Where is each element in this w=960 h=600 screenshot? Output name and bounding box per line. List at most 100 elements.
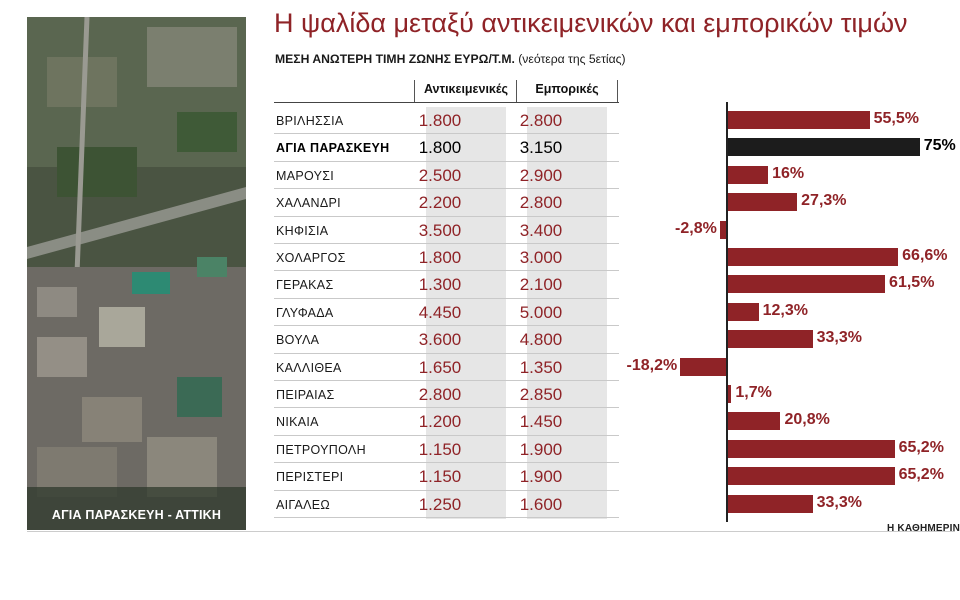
commercial-price: 1.350 — [519, 357, 563, 377]
objective-price: 2.200 — [418, 193, 462, 213]
table-row: ΜΑΡΟΥΣΙ 2.500 2.900 — [274, 162, 619, 189]
commercial-price: 2.850 — [519, 385, 563, 404]
commercial-price: 1.900 — [519, 467, 563, 487]
difference-label: 1,7% — [735, 384, 772, 401]
row-divider — [274, 270, 619, 272]
difference-bar — [727, 467, 895, 486]
row-divider — [274, 325, 619, 327]
objective-price: 2.500 — [418, 165, 462, 185]
difference-label: -18,2% — [626, 356, 678, 374]
difference-bar — [727, 138, 920, 157]
table-row: ΧΟΛΑΡΓΟΣ 1.800 3.000 — [274, 244, 619, 271]
area-name: ΓΛΥΦΑΔΑ — [276, 305, 334, 320]
difference-bar — [727, 494, 813, 513]
objective-price: 4.450 — [418, 302, 462, 322]
area-name: ΒΡΙΛΗΣΣΙΑ — [276, 114, 344, 128]
aerial-photo: ΑΓΙΑ ΠΑΡΑΣΚΕΥΗ - ΑΤΤΙΚΗ — [27, 17, 246, 530]
commercial-price: 1.450 — [519, 412, 563, 432]
objective-price: 1.150 — [418, 439, 462, 459]
objective-price: 3.500 — [418, 220, 462, 240]
difference-bar — [727, 330, 813, 349]
difference-bar — [680, 357, 727, 376]
commercial-price: 3.150 — [519, 138, 563, 158]
table-row: ΑΙΓΑΛΕΩ 1.250 1.600 — [274, 491, 619, 518]
chart-title: Η ψαλίδα μεταξύ αντικειμενικών και εμπορ… — [274, 8, 908, 38]
difference-label: 16% — [772, 164, 805, 182]
difference-label: 20,8% — [784, 411, 830, 429]
aerial-photo-illustration — [27, 17, 246, 530]
difference-bar — [727, 248, 899, 266]
zero-axis — [726, 102, 728, 522]
commercial-price: 2.800 — [519, 111, 563, 130]
area-name: ΝΙΚΑΙΑ — [276, 415, 319, 430]
difference-bar — [727, 275, 886, 294]
objective-price: 1.800 — [418, 138, 462, 158]
table-row: ΚΗΦΙΣΙΑ 3.500 3.400 — [274, 217, 619, 244]
area-name: ΠΕΤΡΟΥΠΟΛΗ — [276, 442, 366, 457]
chart-subtitle: ΜΕΣΗ ΑΝΩΤΕΡΗ ΤΙΜΗ ΖΩΝΗΣ ΕΥΡΩ/Τ.Μ. (νεότε… — [275, 52, 626, 66]
subtitle-note: (νεότερα της 5ετίας) — [518, 52, 626, 66]
footer-rule — [27, 531, 955, 532]
commercial-price: 3.000 — [519, 248, 563, 267]
difference-label: 75% — [923, 137, 956, 155]
objective-column-shade — [426, 107, 506, 519]
table-row: ΚΑΛΛΙΘΕΑ 1.650 1.350 — [274, 354, 619, 381]
area-name: ΑΙΓΑΛΕΩ — [276, 497, 331, 512]
commercial-column-shade — [527, 107, 607, 519]
difference-bar — [727, 302, 759, 321]
table-row: ΠΕΤΡΟΥΠΟΛΗ 1.150 1.900 — [274, 436, 619, 463]
table-row: ΠΕΙΡΑΙΑΣ 2.800 2.850 — [274, 381, 619, 408]
difference-label: 65,2% — [898, 438, 944, 456]
subtitle-main: ΜΕΣΗ ΑΝΩΤΕΡΗ ΤΙΜΗ ΖΩΝΗΣ ΕΥΡΩ/Τ.Μ. — [275, 52, 515, 66]
area-name: ΠΕΡΙΣΤΕΡΙ — [276, 470, 344, 485]
table-row: ΝΙΚΑΙΑ 1.200 1.450 — [274, 408, 619, 435]
objective-price: 1.250 — [418, 494, 462, 514]
header-separator — [516, 80, 517, 102]
table-row: ΒΟΥΛΑ 3.600 4.800 — [274, 326, 619, 353]
row-divider — [274, 243, 619, 244]
row-divider — [274, 380, 619, 381]
difference-bar — [727, 385, 732, 403]
commercial-price: 2.100 — [519, 275, 563, 295]
difference-label: 61,5% — [889, 274, 935, 292]
difference-label: 55,5% — [873, 110, 919, 127]
row-divider — [274, 297, 619, 299]
difference-label: 12,3% — [762, 301, 808, 319]
difference-bar — [719, 220, 727, 239]
difference-label: 33,3% — [816, 493, 862, 511]
difference-label: 65,2% — [898, 466, 944, 484]
header-separator — [414, 80, 415, 102]
area-name: ΑΓΙΑ ΠΑΡΑΣΚΕΥΗ — [276, 141, 390, 156]
area-name: ΜΑΡΟΥΣΙ — [276, 168, 335, 183]
area-name: ΒΟΥΛΑ — [276, 333, 320, 348]
row-divider — [274, 133, 619, 135]
difference-bar — [727, 412, 781, 431]
difference-label: 66,6% — [902, 247, 948, 264]
header-separator — [617, 80, 618, 102]
area-name: ΚΗΦΙΣΙΑ — [276, 223, 329, 238]
objective-price: 2.800 — [418, 385, 462, 404]
table-row: ΠΕΡΙΣΤΕΡΙ 1.150 1.900 — [274, 463, 619, 490]
area-name: ΓΕΡΑΚΑΣ — [276, 278, 334, 293]
commercial-price: 2.800 — [519, 193, 563, 213]
objective-price: 1.800 — [418, 248, 462, 267]
objective-price: 1.300 — [418, 275, 462, 295]
table-row: ΒΡΙΛΗΣΣΙΑ 1.800 2.800 — [274, 107, 619, 134]
row-divider — [274, 160, 619, 162]
objective-price: 1.200 — [418, 412, 462, 432]
difference-bar — [727, 193, 798, 212]
difference-bar — [727, 111, 870, 129]
publisher-brand: Η ΚΑΘΗΜΕΡΙΝΗ — [887, 523, 960, 534]
row-divider — [274, 517, 619, 518]
area-name: ΧΟΛΑΡΓΟΣ — [276, 251, 346, 265]
table-row: ΓΕΡΑΚΑΣ 1.300 2.100 — [274, 271, 619, 298]
table-row: ΧΑΛΑΝΔΡΙ 2.200 2.800 — [274, 189, 619, 216]
objective-price: 1.800 — [418, 111, 462, 130]
commercial-price: 1.600 — [519, 494, 563, 514]
commercial-price: 3.400 — [519, 220, 563, 240]
difference-label: 27,3% — [801, 192, 847, 210]
difference-bar — [727, 439, 895, 458]
photo-caption: ΑΓΙΑ ΠΑΡΑΣΚΕΥΗ - ΑΤΤΙΚΗ — [51, 508, 222, 522]
row-divider — [274, 407, 619, 409]
table-row: ΑΓΙΑ ΠΑΡΑΣΚΕΥΗ 1.800 3.150 — [274, 134, 619, 161]
